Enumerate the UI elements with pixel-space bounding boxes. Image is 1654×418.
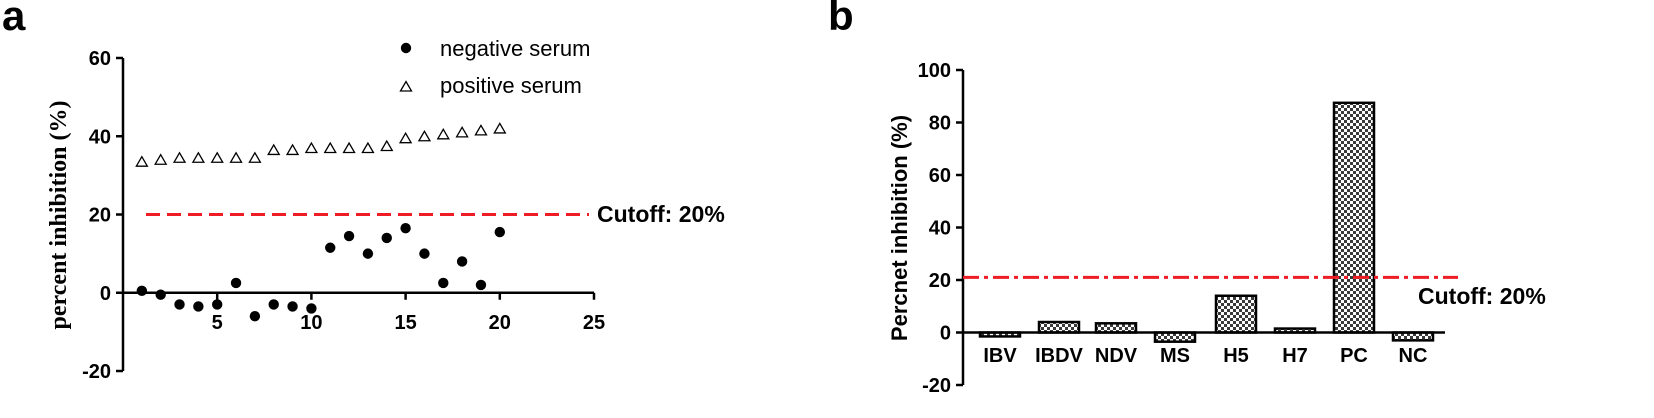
negative-serum-point bbox=[268, 299, 279, 310]
panel-b-axes bbox=[956, 68, 1445, 387]
positive-serum-point bbox=[455, 126, 469, 138]
category-label: MS bbox=[1160, 345, 1190, 367]
positive-serum-point bbox=[248, 151, 262, 163]
x-tick-label: 5 bbox=[212, 312, 223, 334]
panel-a: a percent inhibition (%) -20 0 20 40 60 5 10 15… bbox=[2, 0, 725, 383]
panel-a-y-axis-label: percent inhibition (%) bbox=[46, 101, 72, 330]
category-label: H7 bbox=[1282, 345, 1308, 367]
legend-negative-label: negative serum bbox=[440, 36, 590, 61]
y-tick-label: 20 bbox=[929, 270, 951, 292]
positive-serum-point bbox=[285, 143, 300, 156]
positive-serum-point bbox=[493, 122, 507, 134]
category-label: IBV bbox=[983, 345, 1017, 367]
y-tick-label: 0 bbox=[100, 283, 111, 305]
panel-a-legend: negative serum positive serum bbox=[399, 36, 590, 98]
y-tick-label: 40 bbox=[929, 218, 951, 240]
negative-serum-point bbox=[456, 256, 468, 267]
legend-positive-marker bbox=[399, 80, 413, 92]
bar bbox=[1037, 320, 1081, 334]
y-tick-label: 80 bbox=[929, 113, 951, 135]
negative-serum-point bbox=[325, 242, 336, 253]
y-tick-label: -20 bbox=[922, 375, 951, 397]
negative-serum-point bbox=[230, 277, 242, 289]
negative-serum-point bbox=[362, 248, 374, 259]
positive-serum-point bbox=[154, 153, 168, 165]
category-label: IBDV bbox=[1035, 345, 1083, 367]
bar bbox=[1214, 294, 1258, 334]
positive-serum-point bbox=[304, 141, 319, 154]
positive-serum-point bbox=[436, 127, 450, 140]
positive-serum-point bbox=[417, 129, 432, 142]
positive-serum-point bbox=[191, 151, 205, 163]
negative-serum-point bbox=[419, 248, 430, 259]
negative-serum-point bbox=[212, 299, 223, 310]
negative-serum-point bbox=[174, 299, 185, 310]
negative-serum-point bbox=[381, 232, 392, 244]
positive-serum-point bbox=[474, 124, 488, 136]
category-label: H5 bbox=[1223, 345, 1249, 367]
negative-serum-point bbox=[249, 311, 261, 322]
panel-a-cutoff-label: Cutoff: 20% bbox=[597, 201, 725, 227]
positive-serum-point bbox=[229, 151, 243, 163]
panel-a-letter: a bbox=[2, 0, 26, 39]
y-tick-label: 40 bbox=[89, 126, 111, 148]
panel-a-positive-serum-series bbox=[135, 122, 507, 167]
negative-serum-point bbox=[155, 289, 166, 300]
y-tick-label: 0 bbox=[940, 323, 951, 345]
positive-serum-point bbox=[135, 155, 149, 167]
negative-serum-point bbox=[475, 279, 487, 291]
x-tick-label: 25 bbox=[583, 312, 605, 334]
category-label: NDV bbox=[1095, 345, 1138, 367]
panel-b-letter: b bbox=[828, 0, 854, 39]
negative-serum-point bbox=[438, 277, 449, 289]
panel-a-axes bbox=[116, 56, 596, 373]
x-tick-label: 15 bbox=[394, 312, 416, 334]
y-tick-label: 60 bbox=[89, 48, 111, 70]
panel-a-negative-serum-series bbox=[136, 222, 505, 322]
positive-serum-point bbox=[172, 151, 187, 163]
positive-serum-point bbox=[342, 141, 356, 154]
category-label: NC bbox=[1399, 345, 1428, 367]
panel-b-cutoff-label: Cutoff: 20% bbox=[1418, 283, 1546, 309]
negative-serum-point bbox=[287, 301, 298, 312]
legend-positive-label: positive serum bbox=[440, 73, 582, 98]
positive-serum-point bbox=[323, 141, 337, 154]
negative-serum-point bbox=[193, 301, 204, 312]
bar bbox=[1094, 322, 1138, 334]
y-tick-label: -20 bbox=[82, 361, 111, 383]
positive-serum-point bbox=[398, 131, 413, 144]
bar bbox=[1153, 331, 1197, 343]
legend-negative-marker bbox=[400, 42, 412, 54]
panel-b-y-axis-label: Percnet inhibition (%) bbox=[887, 115, 912, 341]
negative-serum-point bbox=[136, 285, 148, 296]
x-tick-label: 20 bbox=[489, 312, 511, 334]
positive-serum-point bbox=[380, 139, 394, 152]
negative-serum-point bbox=[494, 226, 505, 238]
positive-serum-point bbox=[361, 141, 375, 154]
category-label: PC bbox=[1340, 345, 1368, 367]
panel-a-tick-labels: -20 0 20 40 60 5 10 15 20 25 bbox=[82, 48, 605, 383]
y-tick-label: 20 bbox=[89, 205, 111, 227]
panel-b: b Percnet inhibition (%) IBV IBDV NDV MS H5 H… bbox=[828, 0, 1546, 397]
y-tick-label: 60 bbox=[929, 165, 951, 187]
y-tick-label: 100 bbox=[918, 60, 951, 82]
x-tick-label: 10 bbox=[300, 312, 322, 334]
negative-serum-point bbox=[306, 303, 317, 314]
positive-serum-point bbox=[210, 151, 224, 163]
positive-serum-point bbox=[267, 143, 281, 156]
panel-b-bars bbox=[978, 101, 1435, 343]
panel-b-tick-labels: IBV IBDV NDV MS H5 H7 PC NC -20 0 20 40 60 80 100 bbox=[918, 60, 1428, 397]
negative-serum-point bbox=[400, 222, 411, 234]
negative-serum-point bbox=[343, 230, 355, 242]
bar bbox=[1332, 101, 1376, 334]
